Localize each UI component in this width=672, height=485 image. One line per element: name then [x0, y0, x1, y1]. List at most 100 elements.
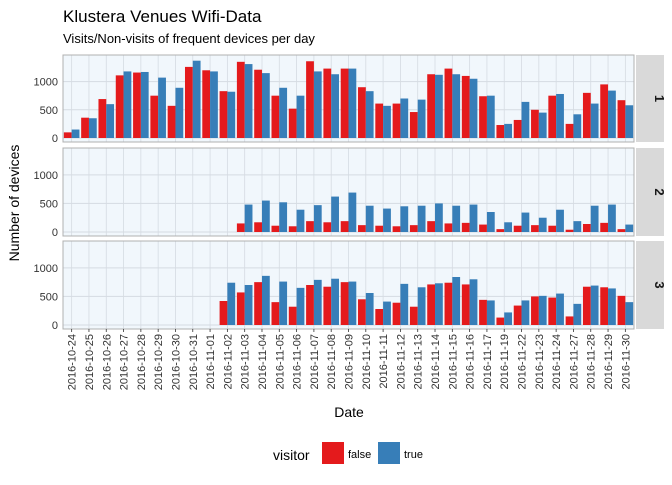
x-tick-label: 2016-11-22: [517, 334, 529, 389]
bar-1-true-2016-10-26: [106, 104, 115, 138]
bar-3-false-2016-11-23: [531, 296, 539, 325]
x-tick-label: 2016-11-23: [534, 334, 546, 389]
x-axis-ticks: 2016-10-24 2016-10-25 2016-10-26 2016-10-27…: [67, 329, 632, 390]
facet-panel-3: 0 500 1000 3: [34, 240, 667, 332]
bar-2-false-2016-11-07: [306, 221, 314, 232]
bar-1-false-2016-11-30: [617, 100, 626, 138]
chart-subtitle: Visits/Non-visits of frequent devices pe…: [63, 31, 315, 46]
bar-3-true-2016-11-06: [296, 287, 305, 325]
bar-1-true-2016-11-07: [313, 71, 322, 138]
bar-1-true-2016-11-13: [417, 99, 426, 138]
bar-3-false-2016-11-14: [427, 284, 436, 325]
bar-3-true-2016-11-11: [383, 301, 391, 325]
legend-key-false: [322, 442, 344, 464]
y-tick-label: 500: [40, 105, 58, 117]
x-tick-label: 2016-11-15: [447, 334, 459, 389]
bar-1-true-2016-11-15: [452, 74, 461, 138]
bar-1-true-2016-11-23: [538, 112, 547, 138]
bar-2-true-2016-11-23: [538, 217, 547, 232]
bar-3-false-2016-11-22: [513, 305, 522, 325]
bar-2-true-2016-11-29: [608, 204, 616, 232]
bar-2-true-2016-11-07: [313, 205, 322, 232]
bar-3-true-2016-11-16: [469, 279, 478, 325]
facet-panels: 0 500 1000 1 0 500 1000 2 0 500 1000 3: [34, 54, 667, 332]
y-tick-label: 0: [52, 320, 58, 332]
bar-3-false-2016-11-08: [323, 286, 332, 325]
bar-1-false-2016-11-12: [392, 103, 401, 138]
bar-3-true-2016-11-08: [331, 278, 339, 325]
facet-strip: [636, 55, 664, 142]
bar-2-true-2016-11-30: [625, 224, 634, 232]
facet-strip-label: 3: [652, 281, 667, 288]
bar-3-true-2016-11-29: [608, 288, 616, 325]
bar-2-true-2016-11-04: [261, 200, 270, 232]
facet-strip-label: 1: [652, 95, 667, 102]
facet-strip: [636, 241, 664, 329]
bar-1-false-2016-11-14: [427, 74, 436, 138]
x-tick-label: 2016-10-29: [153, 334, 165, 390]
x-tick-label: 2016-10-25: [84, 334, 96, 390]
bar-1-false-2016-11-09: [340, 68, 349, 138]
y-tick-label: 0: [52, 133, 58, 145]
bar-3-false-2016-11-03: [236, 292, 245, 325]
bar-2-false-2016-11-29: [600, 222, 609, 232]
bar-1-true-2016-11-08: [331, 74, 339, 138]
facet-strip: [636, 148, 664, 236]
bar-1-false-2016-11-10: [358, 87, 366, 138]
bar-3-false-2016-11-11: [375, 309, 384, 325]
bar-1-true-2016-11-05: [279, 87, 288, 138]
x-tick-label: 2016-11-27: [568, 334, 580, 389]
bar-2-false-2016-11-11: [375, 225, 384, 232]
bar-1-true-2016-11-24: [556, 93, 564, 138]
bar-1-true-2016-11-01: [210, 71, 218, 138]
x-tick-label: 2016-11-03: [240, 334, 252, 389]
bar-3-true-2016-11-27: [573, 303, 582, 325]
bar-3-true-2016-11-12: [400, 283, 409, 325]
bar-1-false-2016-11-08: [323, 68, 332, 138]
x-axis-label: Date: [334, 404, 364, 420]
bar-1-false-2016-11-13: [409, 112, 418, 138]
bar-1-true-2016-10-30: [175, 87, 184, 138]
bar-2-false-2016-11-10: [358, 225, 366, 232]
bar-3-false-2016-11-05: [271, 302, 280, 325]
bar-1-true-2016-10-27: [123, 71, 132, 138]
bar-1-false-2016-10-26: [98, 99, 107, 138]
panel-border: [62, 54, 635, 143]
bar-2-true-2016-11-08: [331, 196, 339, 232]
bar-1-false-2016-11-16: [461, 75, 470, 138]
bar-2-true-2016-11-14: [435, 203, 443, 232]
bar-3-true-2016-11-17: [486, 300, 495, 325]
bar-2-false-2016-11-03: [236, 223, 245, 232]
y-axis-label: Number of devices: [6, 145, 22, 262]
bar-3-false-2016-11-24: [548, 297, 557, 325]
bar-2-true-2016-11-17: [486, 212, 495, 232]
bar-3-false-2016-11-30: [617, 295, 626, 325]
bar-2-false-2016-11-30: [617, 229, 626, 232]
x-tick-label: 2016-11-07: [309, 334, 321, 389]
bar-1-false-2016-11-03: [236, 61, 245, 139]
bar-2-false-2016-11-08: [323, 222, 332, 232]
bar-1-false-2016-10-25: [81, 117, 89, 138]
chart-title: Klustera Venues Wifi-Data: [63, 7, 262, 26]
bar-1-false-2016-10-27: [115, 75, 124, 138]
x-tick-label: 2016-10-28: [136, 334, 148, 390]
panel-border: [62, 147, 635, 237]
bar-3-true-2016-11-10: [365, 293, 374, 325]
bar-3-true-2016-11-14: [435, 283, 443, 325]
x-tick-label: 2016-10-26: [101, 334, 113, 390]
bar-2-false-2016-11-04: [254, 222, 262, 232]
x-tick-label: 2016-10-30: [170, 334, 182, 390]
facet-panel-1: 0 500 1000 1: [34, 54, 667, 145]
bar-3-true-2016-11-30: [625, 302, 634, 325]
bar-1-true-2016-11-06: [296, 95, 305, 138]
x-tick-label: 2016-10-27: [119, 334, 131, 390]
bar-2-false-2016-11-15: [444, 223, 453, 232]
bar-1-true-2016-11-27: [573, 114, 582, 138]
bar-3-true-2016-11-24: [556, 293, 564, 325]
x-tick-label: 2016-11-11: [378, 334, 390, 389]
y-tick-label: 500: [40, 198, 58, 210]
bar-2-false-2016-11-28: [582, 224, 591, 232]
bar-2-false-2016-11-22: [513, 225, 522, 232]
bar-3-false-2016-11-16: [461, 284, 470, 325]
bar-1-true-2016-11-10: [365, 91, 374, 138]
